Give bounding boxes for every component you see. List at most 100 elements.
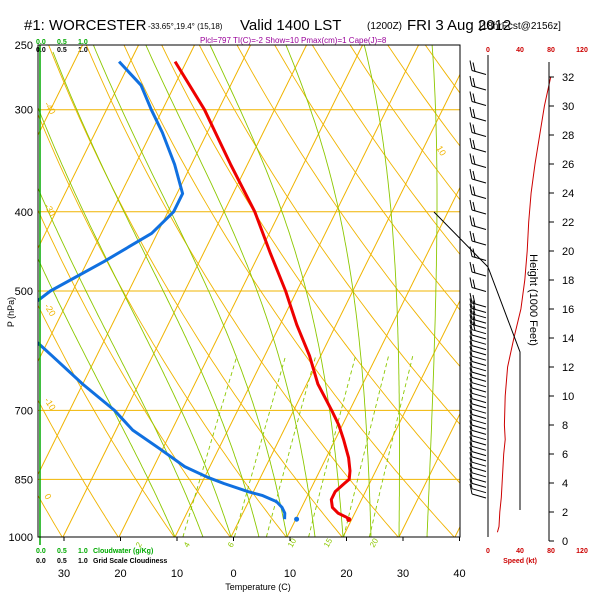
- wind-barb-shaft: [471, 398, 487, 404]
- barb-panel-connector: [433, 211, 521, 510]
- wind-barb-shaft: [471, 382, 487, 388]
- wind-barb: [469, 377, 487, 393]
- wind-barb: [469, 314, 487, 329]
- wind-barb-flag: [469, 184, 473, 195]
- isotherm-label: -20: [42, 302, 57, 318]
- dry-adiabat: [123, 45, 455, 537]
- speed-top-80: 80: [547, 47, 555, 54]
- moist-adiabat: [426, 45, 438, 537]
- wind-barb-shaft: [471, 488, 487, 494]
- wind-barb: [469, 457, 487, 472]
- wind-barb: [469, 404, 487, 419]
- mixing-ratio-line: [308, 355, 357, 537]
- height-tick-label: 2: [562, 507, 568, 519]
- wind-barb: [469, 199, 487, 215]
- wind-barb: [469, 168, 487, 184]
- isotherm: [286, 186, 460, 537]
- wind-barb: [469, 462, 487, 478]
- cloud-top-0: 0.0: [36, 39, 46, 46]
- wind-barb: [469, 383, 487, 398]
- isotherm-label: 10: [434, 144, 448, 158]
- wind-barb-shaft: [471, 329, 487, 335]
- height-tick-label: 16: [562, 304, 574, 316]
- plot-frame: [37, 44, 461, 538]
- wind-barb: [469, 277, 487, 292]
- wind-barb-flag: [472, 321, 476, 331]
- dewpoint-trace: [38, 60, 287, 520]
- cloud-grid-bottom-0: 0.0: [36, 558, 46, 565]
- wind-barb-flag: [472, 186, 476, 196]
- height-tick-label: 10: [562, 391, 574, 403]
- wind-barb-flag: [472, 108, 476, 119]
- wind-barb-flag: [472, 300, 476, 310]
- wind-barb-shaft: [471, 424, 487, 430]
- wind-barb-flag: [469, 292, 473, 304]
- wind-barb-flag: [469, 168, 473, 180]
- header: #1: WORCESTER -33.65°,19.4° (15,18) Vali…: [24, 17, 561, 45]
- isotherm: [174, 45, 419, 537]
- wind-barb-shaft: [471, 371, 487, 377]
- wind-barb-shaft: [471, 419, 487, 425]
- wind-barb-shaft: [471, 308, 487, 313]
- mixing-ratio-label: 20: [368, 536, 381, 549]
- dry-adiabat: [161, 45, 460, 484]
- wind-barb-flag: [472, 305, 476, 315]
- wind-barb: [469, 372, 487, 388]
- dry-adiabat: [38, 304, 175, 537]
- height-tick-label: 14: [562, 333, 574, 345]
- wind-barb-flag: [469, 415, 473, 426]
- wind-barb-flag: [469, 420, 473, 431]
- wind-barb: [469, 393, 487, 409]
- cloud-grid-top-2: 1.0: [78, 47, 88, 54]
- wind-barb-flag: [472, 232, 476, 243]
- wind-barb-shaft: [471, 271, 487, 277]
- moist-adiabat: [363, 45, 400, 537]
- pressure-tick-label: 700: [15, 405, 33, 417]
- wind-barb-flag: [469, 199, 473, 211]
- wind-barb-flag: [472, 124, 476, 134]
- wind-barb-flag: [469, 319, 473, 330]
- station-title: #1: WORCESTER: [24, 17, 147, 34]
- wind-barb: [469, 153, 487, 168]
- grid-cloudiness-label: Grid Scale Cloudiness: [93, 558, 167, 565]
- wind-barb-flag: [469, 330, 473, 341]
- height-tick-label: 20: [562, 246, 574, 258]
- wind-barb: [469, 409, 487, 425]
- wind-barb-flag: [469, 60, 473, 71]
- wind-barb-flag: [472, 93, 476, 103]
- wind-barb-flag: [469, 309, 473, 320]
- wind-barb: [469, 246, 487, 261]
- wind-barb-flag: [469, 91, 473, 102]
- height-tick-label: 24: [562, 188, 574, 200]
- wind-barb-shaft: [471, 147, 487, 153]
- wind-barb-flag: [469, 230, 473, 242]
- wind-barb-flag: [469, 377, 473, 389]
- wind-barb-flag: [469, 462, 473, 473]
- dry-adiabat: [38, 113, 287, 537]
- temperature-tick-label: 30: [397, 568, 409, 580]
- wind-barb-shaft: [471, 302, 487, 308]
- wind-barb-shaft: [471, 429, 487, 435]
- wind-barb-shaft: [471, 445, 487, 451]
- wind-barb-shaft: [471, 334, 487, 340]
- wind-barb: [469, 292, 487, 308]
- wind-barb-flag: [469, 75, 473, 87]
- cloud-bottom-2: 1.0: [78, 548, 88, 555]
- speed-top-120: 120: [576, 47, 588, 54]
- wind-barb-shaft: [471, 392, 487, 398]
- wind-speed-line: [496, 76, 552, 533]
- speed-axis-label: Speed (kt): [503, 558, 537, 565]
- height-tick-label: 0: [562, 536, 568, 548]
- wind-barb-flag: [469, 457, 473, 468]
- wind-barb-flag: [472, 170, 476, 181]
- temperature-tick-label: 20: [340, 568, 352, 580]
- wind-barb: [469, 91, 487, 106]
- wind-barb-shaft: [471, 461, 487, 467]
- pressure-tick-label: 500: [15, 286, 33, 298]
- wind-barb-flag: [469, 452, 473, 463]
- speed-bottom-0: 0: [486, 548, 490, 555]
- cloud-grid-bottom-2: 1.0: [78, 558, 88, 565]
- wind-barb: [469, 340, 487, 356]
- mixing-ratio-label: 4: [182, 540, 192, 549]
- pressure-tick-label: 850: [15, 474, 33, 486]
